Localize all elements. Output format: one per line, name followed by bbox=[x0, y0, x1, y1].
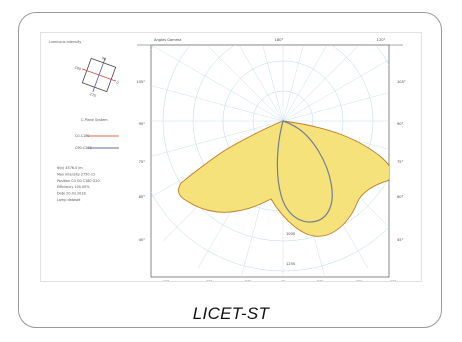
svg-text:0: 0 bbox=[116, 81, 119, 86]
legend-title: C-Plane System bbox=[81, 118, 108, 122]
info-panel: Luminous Intensity 90 180 270 0 C-Plane … bbox=[49, 40, 119, 202]
grid-ray bbox=[282, 45, 360, 122]
grid-ray bbox=[262, 45, 284, 122]
photometric-sheet: Luminous Intensity 90 180 270 0 C-Plane … bbox=[40, 32, 422, 284]
info-line: Lamp dataset bbox=[57, 198, 81, 202]
bottom-angle: 0° bbox=[281, 280, 285, 281]
bottom-angle: 60° bbox=[356, 280, 363, 281]
info-line: Max Intensity 2750 cd bbox=[57, 172, 95, 176]
top-angle-1: 180° bbox=[275, 38, 284, 42]
grid-ray bbox=[282, 45, 304, 122]
info-lines: Φ(v) 4576.0 lm Max Intensity 2750 cd Posit… bbox=[57, 166, 100, 202]
grid-ray bbox=[151, 120, 284, 157]
polar-title: Angles Gamma bbox=[154, 38, 181, 42]
bottom-angle: 90° bbox=[390, 280, 397, 281]
svg-text:270: 270 bbox=[89, 92, 96, 98]
legend-label: C0-C180 bbox=[75, 134, 90, 138]
radial-label: 1000 bbox=[286, 232, 296, 236]
grid-ray bbox=[151, 85, 284, 122]
grid-ray bbox=[151, 45, 284, 122]
side-angle-right: 75° bbox=[397, 160, 404, 164]
bottom-angle: 30° bbox=[245, 280, 252, 281]
grid-ray bbox=[238, 45, 284, 122]
figure-caption: LICET-ST bbox=[192, 304, 270, 323]
info-line: Φ(v) 4576.0 lm bbox=[57, 166, 83, 170]
polar-panel: Angles Gamma 180° 120° 105° 105° 90° 90° 75°… bbox=[136, 38, 406, 284]
bottom-angle: 90° bbox=[163, 280, 170, 281]
svg-text:180: 180 bbox=[74, 65, 81, 71]
grid-ray bbox=[282, 45, 328, 122]
info-line: Date 20.03.2018 bbox=[57, 192, 86, 196]
header-text: Luminous Intensity bbox=[49, 40, 81, 44]
grid-ray bbox=[282, 92, 389, 122]
side-angle-right: 45° bbox=[397, 238, 404, 242]
bottom-angle: 30° bbox=[317, 280, 324, 281]
side-angle-right: 105° bbox=[397, 80, 406, 84]
side-angle-left: 90° bbox=[139, 122, 146, 126]
side-angle-right: 60° bbox=[397, 195, 404, 199]
intensity-curves bbox=[178, 120, 389, 237]
info-line: Efficiency 100.00% bbox=[57, 185, 90, 189]
curve-c0-c180 bbox=[178, 120, 389, 237]
radial-label: 1250 bbox=[286, 262, 296, 266]
bottom-angle: 60° bbox=[206, 280, 213, 281]
grid-ray bbox=[206, 45, 284, 122]
side-angle-left: 75° bbox=[139, 160, 146, 164]
side-angle-left: 105° bbox=[136, 80, 145, 84]
legend: C0-C180 C90-C270 bbox=[75, 134, 119, 150]
legend-label: C90-C270 bbox=[75, 146, 92, 150]
orientation-icon: 90 180 270 0 bbox=[74, 56, 119, 98]
polar-diagram-svg: Luminous Intensity 90 180 270 0 C-Plane … bbox=[49, 38, 406, 284]
info-line: Position C0 G0 C180 G20 bbox=[57, 179, 100, 183]
side-angle-left: 45° bbox=[139, 238, 146, 242]
top-angle-2: 120° bbox=[377, 38, 386, 42]
curve-c90-c270 bbox=[276, 120, 333, 223]
svg-text:90: 90 bbox=[101, 56, 106, 61]
grid-ray bbox=[282, 59, 389, 122]
side-angle-left: 60° bbox=[139, 195, 146, 199]
side-angle-right: 90° bbox=[397, 122, 404, 126]
